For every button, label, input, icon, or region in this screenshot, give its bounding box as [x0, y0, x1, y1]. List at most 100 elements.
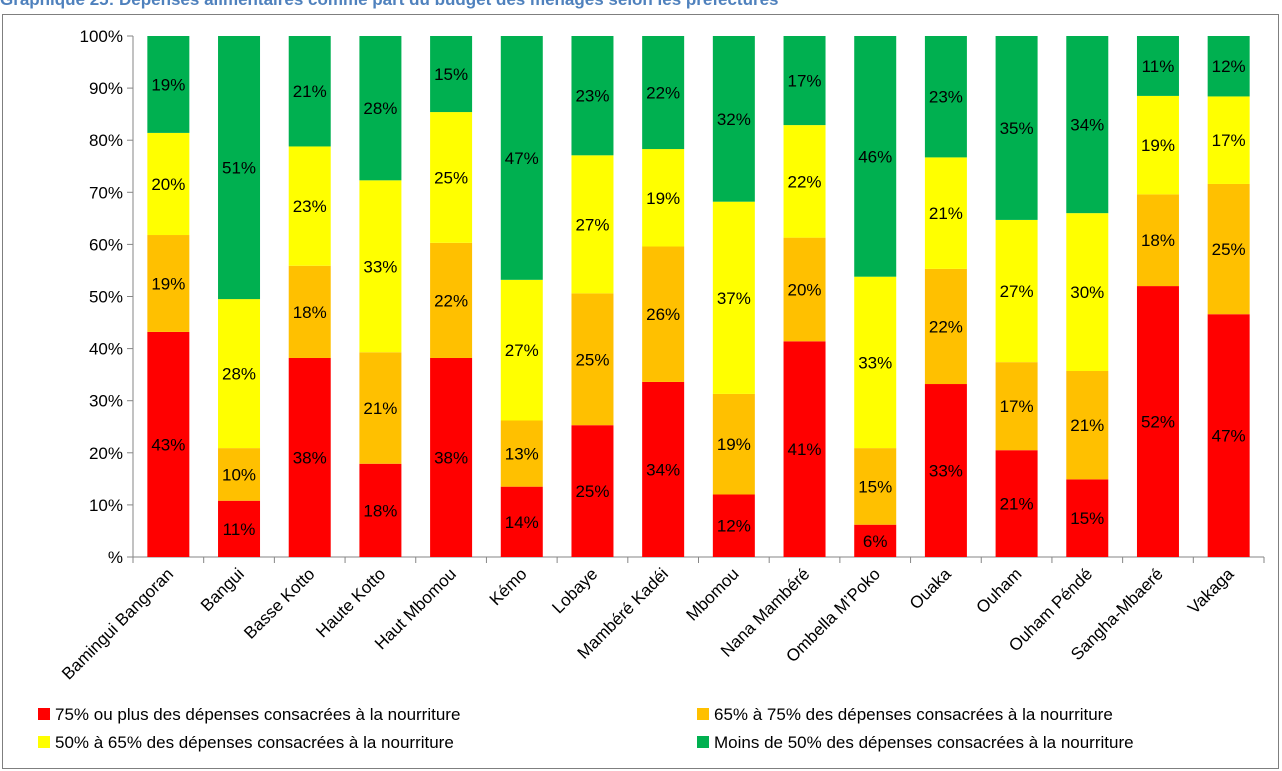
data-label: 10% — [222, 465, 256, 484]
category-label: Bamingui Bangoran — [58, 564, 177, 683]
y-tick-label: 40% — [89, 340, 123, 359]
bar-segment — [218, 500, 261, 557]
segment-labels: 43% 19% 20% 19% 11% 10% 28% 51% 38% 18% 23% 21% 18% 2… — [151, 57, 1245, 551]
data-label: 27% — [575, 215, 609, 234]
data-label: 51% — [222, 159, 256, 178]
legend-label: 50% à 65% des dépenses consacrées à la n… — [55, 733, 454, 752]
data-label: 46% — [858, 147, 892, 166]
data-label: 22% — [929, 317, 963, 336]
data-label: 18% — [1141, 231, 1175, 250]
bar-segment — [1066, 213, 1109, 372]
bar-segment — [1207, 314, 1250, 557]
data-label: 22% — [646, 84, 680, 103]
data-label: 21% — [363, 399, 397, 418]
chart-frame — [2, 14, 1279, 769]
bar-segment — [783, 36, 826, 126]
bar-segment — [995, 219, 1038, 363]
bar-segment — [1136, 194, 1179, 287]
data-label: 14% — [505, 513, 539, 532]
data-label: 25% — [1212, 240, 1246, 259]
y-tick-label: % — [108, 548, 123, 567]
data-label: 52% — [1141, 413, 1175, 432]
data-label: 34% — [1070, 116, 1104, 135]
data-label: 15% — [1070, 509, 1104, 528]
bar-segment — [1066, 479, 1109, 557]
data-label: 20% — [788, 280, 822, 299]
bar-segment — [924, 157, 967, 269]
data-label: 19% — [151, 274, 185, 293]
bar-segment — [1207, 96, 1250, 184]
data-label: 28% — [363, 99, 397, 118]
bar-segment — [1207, 183, 1250, 315]
data-label: 19% — [151, 75, 185, 94]
bar-segment — [430, 357, 473, 557]
legend-swatch — [38, 708, 50, 720]
data-label: 6% — [863, 532, 888, 551]
data-label: 23% — [575, 87, 609, 106]
bar-segment — [1207, 36, 1250, 97]
data-label: 19% — [646, 189, 680, 208]
bar-segment — [995, 450, 1038, 557]
data-label: 47% — [1212, 427, 1246, 446]
data-label: 11% — [1142, 57, 1175, 76]
data-label: 21% — [929, 204, 963, 223]
y-tick-label: 70% — [89, 183, 123, 202]
y-tick-label: 30% — [89, 392, 123, 411]
bar-segment — [147, 36, 190, 133]
bar-segment — [571, 293, 614, 426]
bar-segment — [430, 36, 473, 113]
bar-segment — [147, 132, 190, 236]
category-label: Bangui — [197, 564, 248, 615]
data-label: 21% — [293, 82, 327, 101]
category-label: Vakaga — [1184, 564, 1238, 618]
bar-segment — [995, 362, 1038, 451]
bar-segment — [642, 36, 685, 150]
data-label: 11% — [223, 520, 256, 539]
data-label: 12% — [717, 517, 751, 536]
data-label: 23% — [293, 197, 327, 216]
bar-segment — [783, 237, 826, 342]
category-label: Kémo — [486, 564, 531, 609]
category-label: Mbomou — [682, 564, 742, 624]
bar-segment — [359, 352, 402, 464]
bar-segment — [1136, 286, 1179, 557]
data-label: 38% — [293, 448, 327, 467]
bar-segment — [359, 36, 402, 181]
category-label: Haute Kotto — [312, 564, 389, 641]
legend-label: Moins de 50% des dépenses consacrées à l… — [714, 733, 1134, 752]
bar-segment — [854, 36, 897, 277]
bar-segment — [500, 486, 543, 557]
bar-segment — [854, 276, 897, 449]
data-label: 15% — [858, 477, 892, 496]
legend-swatch — [697, 708, 709, 720]
data-label: 18% — [293, 303, 327, 322]
bars — [147, 36, 1250, 557]
y-tick-label: 50% — [89, 288, 123, 307]
bar-segment — [500, 420, 543, 487]
data-label: 21% — [1070, 416, 1104, 435]
data-label: 33% — [929, 462, 963, 481]
bar-segment — [288, 146, 331, 266]
category-label: Ouaka — [906, 564, 955, 613]
bar-segment — [854, 524, 897, 557]
data-label: 22% — [788, 172, 822, 191]
data-label: 21% — [1000, 495, 1034, 514]
bar-segment — [218, 448, 261, 501]
bar-segment — [642, 149, 685, 247]
data-label: 33% — [363, 257, 397, 276]
bar-segment — [288, 265, 331, 358]
data-label: 33% — [858, 353, 892, 372]
data-label: 35% — [1000, 119, 1034, 138]
bar-segment — [359, 180, 402, 353]
data-label: 19% — [1141, 136, 1175, 155]
data-label: 22% — [434, 291, 468, 310]
legend-label: 65% à 75% des dépenses consacrées à la n… — [714, 705, 1113, 724]
bar-segment — [924, 384, 967, 557]
bar-segment — [218, 36, 261, 300]
legend-swatch — [697, 736, 709, 748]
y-tick-label: 90% — [89, 79, 123, 98]
category-label: Lobaye — [548, 564, 601, 617]
y-tick-label: 100% — [80, 27, 123, 46]
